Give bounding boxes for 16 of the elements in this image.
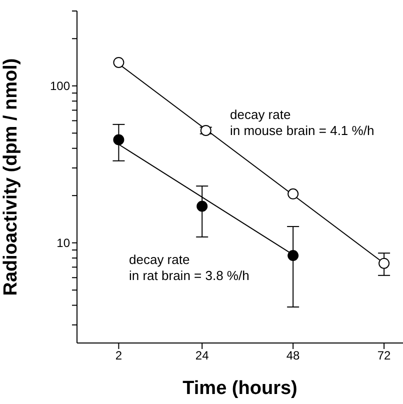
x-axis-title: Time (hours)	[182, 378, 298, 399]
y-tick-label: 10	[56, 236, 70, 250]
point	[288, 250, 299, 262]
point	[113, 56, 124, 68]
point	[113, 134, 124, 146]
x-tick-label: 2	[115, 348, 122, 363]
y-tick-label: 100	[50, 79, 70, 94]
x-tick-label: 48	[286, 348, 300, 363]
point	[378, 258, 390, 269]
y-axis-title: Radioactivity (dpm / nmol)	[0, 58, 22, 296]
annotation: decay rate in mouse brain = 4.1 %/h	[230, 107, 374, 139]
x-tick-label: 24	[195, 348, 210, 363]
point	[196, 200, 208, 212]
point	[288, 188, 299, 200]
x-tick-label: 72	[377, 348, 392, 363]
annotation: decay rate in rat brain = 3.8 %/h	[129, 252, 250, 284]
